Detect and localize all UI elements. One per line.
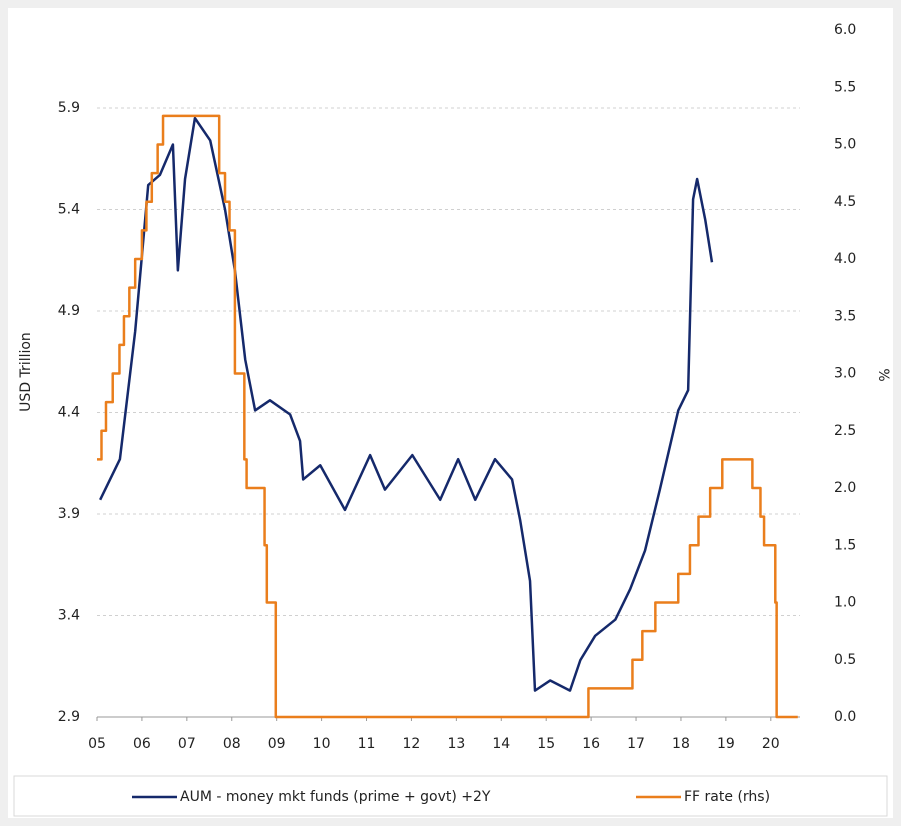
- y-tick-label: 2.9: [58, 709, 80, 725]
- x-tick-label: 16: [582, 736, 600, 752]
- x-tick-label: 07: [178, 736, 196, 752]
- y-tick-label: 5.4: [58, 201, 80, 217]
- x-tick-label: 17: [627, 736, 645, 752]
- y2-axis-label: %: [875, 368, 891, 381]
- x-tick-label: 10: [313, 736, 331, 752]
- y2-tick-label: 2.5: [834, 423, 856, 439]
- y2-tick-label: 4.5: [834, 194, 856, 210]
- y2-tick-label: 3.5: [834, 308, 856, 324]
- x-tick-label: 20: [762, 736, 780, 752]
- x-tick-label: 13: [447, 736, 465, 752]
- y2-tick-label: 5.5: [834, 79, 856, 95]
- y2-tick-label: 1.5: [834, 537, 856, 553]
- legend-label: FF rate (rhs): [684, 789, 770, 805]
- y-tick-label: 5.9: [58, 100, 80, 116]
- y2-tick-label: 2.0: [834, 480, 856, 496]
- y2-tick-label: 6.0: [834, 22, 856, 38]
- y2-tick-label: 4.0: [834, 251, 856, 267]
- x-tick-label: 19: [717, 736, 735, 752]
- y2-tick-label: 1.0: [834, 595, 856, 611]
- y-tick-label: 3.9: [58, 506, 80, 522]
- x-tick-label: 12: [403, 736, 421, 752]
- y-tick-label: 3.4: [58, 607, 80, 623]
- series-line: [97, 114, 798, 719]
- chart-panel: [8, 8, 893, 818]
- x-tick-label: 06: [133, 736, 151, 752]
- x-tick-label: 14: [492, 736, 510, 752]
- legend-label: AUM - money mkt funds (prime + govt) +2Y: [180, 789, 491, 805]
- y-tick-label: 4.9: [58, 303, 80, 319]
- y-axis-label: USD Trillion: [18, 332, 34, 412]
- y2-tick-label: 5.0: [834, 137, 856, 153]
- x-tick-label: 18: [672, 736, 690, 752]
- y-tick-label: 4.4: [58, 404, 80, 420]
- legend-box: [13, 775, 888, 817]
- x-tick-label: 05: [88, 736, 106, 752]
- y2-tick-label: 0.5: [834, 652, 856, 668]
- x-tick-label: 09: [268, 736, 286, 752]
- x-tick-label: 08: [223, 736, 241, 752]
- series-line: [99, 116, 714, 692]
- x-tick-label: 11: [358, 736, 376, 752]
- y2-tick-label: 3.0: [834, 366, 856, 382]
- x-tick-label: 15: [537, 736, 555, 752]
- y2-tick-label: 0.0: [834, 709, 856, 725]
